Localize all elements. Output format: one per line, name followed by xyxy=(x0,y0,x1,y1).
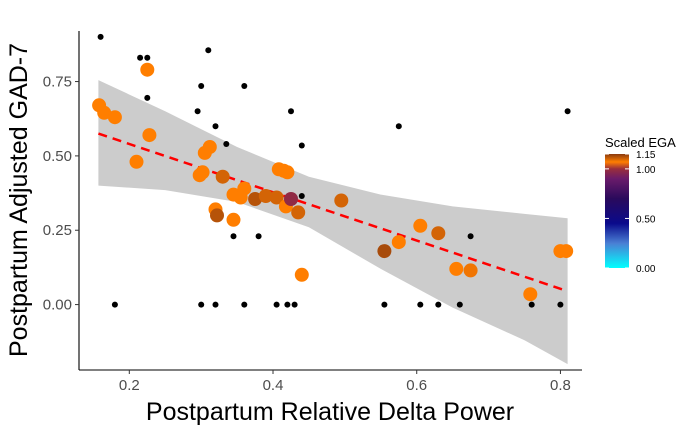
ega-point xyxy=(280,165,295,180)
ega-point xyxy=(431,226,446,241)
legend-tick-label: 0.00 xyxy=(636,264,656,275)
x-tick-label: 0.4 xyxy=(263,377,284,394)
fit-line xyxy=(98,132,569,293)
unscored-point xyxy=(97,33,104,40)
ega-point xyxy=(284,192,298,206)
unscored-point xyxy=(435,301,442,308)
ega-point xyxy=(377,244,392,259)
ega-point xyxy=(142,128,157,143)
unscored-point xyxy=(528,301,535,308)
ega-point xyxy=(248,192,263,206)
ega-point xyxy=(237,181,252,196)
ega-point xyxy=(202,140,217,154)
unscored-point xyxy=(223,141,230,147)
x-tick-label: 0.2 xyxy=(119,377,140,394)
unscored-point xyxy=(212,301,219,308)
legend-tick-label: 1.00 xyxy=(636,165,656,176)
confidence-band xyxy=(98,80,568,365)
unscored-point xyxy=(144,94,151,101)
legend-tick-label: 0.50 xyxy=(636,214,656,225)
unscored-point xyxy=(255,233,262,240)
legend: Scaled EGA 0.00 0.50 1.00 1.15 xyxy=(605,135,676,275)
ega-point xyxy=(226,212,241,227)
ega-point xyxy=(258,189,273,203)
unscored-point xyxy=(557,301,564,308)
unscored-point xyxy=(564,108,571,115)
unscored-point xyxy=(212,123,219,130)
unscored-point xyxy=(273,301,280,308)
y-tick-label: 0.25 xyxy=(43,222,72,239)
y-tick-label: 0.75 xyxy=(43,74,72,91)
ega-point xyxy=(291,205,306,220)
ega-point xyxy=(269,190,284,205)
unscored-point xyxy=(288,108,294,115)
y-axis-title: Postpartum Adjusted GAD-7 xyxy=(5,43,33,357)
unscored-point xyxy=(456,301,463,308)
unscored-point xyxy=(198,83,205,89)
axes: 0.2 0.4 0.6 0.8 0.00 0.25 0.50 0.75 xyxy=(43,31,582,394)
unscored-point xyxy=(144,54,151,61)
ega-point xyxy=(559,244,574,259)
unscored-point xyxy=(111,301,118,308)
ega-point xyxy=(523,287,538,302)
ega-point xyxy=(463,263,478,278)
legend-title: Scaled EGA xyxy=(605,135,676,150)
unscored-point xyxy=(417,301,424,308)
unscored-point xyxy=(298,193,305,199)
unscored-point xyxy=(198,301,205,308)
unscored-point xyxy=(395,123,402,130)
unscored-point xyxy=(284,301,291,308)
unscored-point xyxy=(241,83,248,89)
unscored-point xyxy=(205,47,212,54)
ega-point xyxy=(413,218,428,233)
fit-line-layer xyxy=(98,132,569,293)
unscored-point xyxy=(241,301,248,308)
ega-point xyxy=(107,110,122,125)
unscored-point xyxy=(194,108,201,115)
ega-point xyxy=(129,154,144,169)
legend-colorbar xyxy=(605,154,629,268)
y-tick-label: 0.00 xyxy=(43,297,72,314)
x-tick-label: 0.6 xyxy=(406,377,427,394)
unscored-point xyxy=(137,54,144,61)
unscored-point xyxy=(291,301,298,308)
confidence-band-layer xyxy=(98,80,568,365)
ega-point xyxy=(391,235,406,250)
unscored-point xyxy=(298,142,305,149)
ega-point xyxy=(210,208,224,223)
ega-point xyxy=(195,165,210,180)
unscored-points-layer xyxy=(97,33,571,308)
unscored-point xyxy=(467,233,474,240)
ega-point xyxy=(140,62,155,77)
ega-point xyxy=(449,261,464,276)
ega-point xyxy=(334,193,349,208)
unscored-point xyxy=(381,301,388,308)
ega-point xyxy=(294,267,309,282)
unscored-point xyxy=(230,233,237,240)
ega-points-layer xyxy=(92,62,574,302)
legend-tick-label: 1.15 xyxy=(636,150,656,161)
ega-point xyxy=(215,169,230,184)
ega-point xyxy=(97,105,112,120)
x-tick-label: 0.8 xyxy=(550,377,571,394)
x-axis-title: Postpartum Relative Delta Power xyxy=(146,398,514,426)
y-tick-label: 0.50 xyxy=(43,148,72,165)
